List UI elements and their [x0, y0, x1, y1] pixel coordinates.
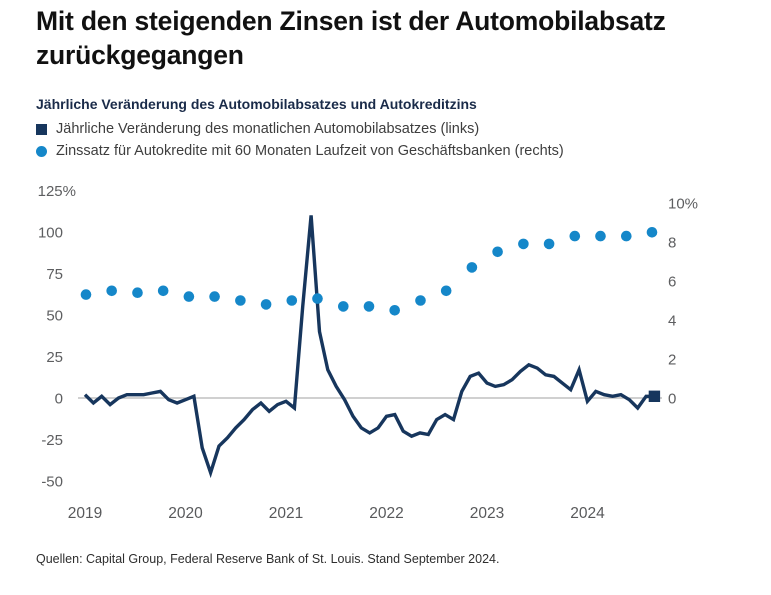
x-axis-tick: 2022: [369, 505, 403, 522]
right-axis-tick: 0: [668, 391, 676, 408]
x-axis-tick: 2019: [68, 505, 102, 522]
legend-label-rate: Zinssatz für Autokredite mit 60 Monaten …: [56, 143, 564, 159]
legend-square-marker-icon: [36, 123, 47, 135]
right-axis-tick: 10%: [668, 196, 698, 213]
loan-rate-dot: [389, 305, 401, 316]
loan-rate-dot: [543, 238, 555, 250]
loan-rate-dot: [466, 262, 478, 273]
loan-rate-dot: [569, 230, 581, 242]
loan-rate-dot: [440, 285, 452, 297]
loan-rate-dot: [338, 301, 349, 312]
chart-subtitle: Jährliche Veränderung des Automobilabsat…: [36, 96, 477, 112]
loan-rate-dot: [492, 246, 503, 258]
left-axis-tick: 25: [46, 349, 63, 366]
loan-rate-dot: [183, 291, 195, 302]
right-axis-tick: 4: [668, 313, 676, 330]
loan-rate-dot: [235, 295, 246, 306]
loan-rate-dot: [209, 291, 220, 302]
chart-legend: Jährliche Veränderung des monatlichen Au…: [36, 118, 746, 162]
sales-end-square-marker: [648, 390, 661, 402]
page-title: Mit den steigenden Zinsen ist der Automo…: [36, 6, 666, 71]
legend-item-sales: Jährliche Veränderung des monatlichen Au…: [36, 118, 746, 140]
right-axis-tick: 2: [668, 352, 676, 369]
left-axis-tick: 50: [46, 308, 63, 325]
loan-rate-dot: [286, 295, 298, 306]
legend-label-sales: Jährliche Veränderung des monatlichen Au…: [56, 121, 480, 137]
loan-rate-dot: [595, 230, 606, 242]
left-axis-tick: -50: [41, 474, 63, 491]
left-axis-tick: 125%: [38, 183, 76, 200]
left-axis-tick: 100: [38, 225, 63, 242]
left-axis-tick: 0: [55, 391, 63, 408]
source-note: Quellen: Capital Group, Federal Reserve …: [36, 552, 500, 566]
left-axis-tick: -25: [41, 432, 63, 449]
x-axis-tick: 2023: [470, 505, 504, 522]
loan-rate-dot: [518, 238, 529, 250]
x-axis-tick: 2024: [570, 505, 605, 522]
loan-rate-dot: [646, 227, 658, 238]
right-axis-tick: 8: [668, 235, 676, 252]
x-axis-tick: 2020: [168, 505, 203, 522]
loan-rate-dot: [157, 285, 169, 297]
loan-rate-dot: [621, 230, 632, 242]
loan-rate-dot: [132, 287, 143, 299]
loan-rate-dot: [415, 295, 426, 306]
legend-circle-marker-icon: [36, 145, 47, 157]
loan-rate-dot: [312, 293, 323, 304]
loan-rate-dot: [80, 289, 92, 300]
x-axis-tick: 2021: [269, 505, 303, 522]
legend-item-rate: Zinssatz für Autokredite mit 60 Monaten …: [36, 140, 746, 162]
loan-rate-dot: [106, 285, 117, 297]
right-axis-tick: 6: [668, 274, 676, 291]
loan-rate-dot: [363, 301, 375, 312]
loan-rate-dot: [260, 299, 272, 310]
left-axis-tick: 75: [46, 266, 63, 283]
sales-yoy-line: [83, 215, 655, 479]
